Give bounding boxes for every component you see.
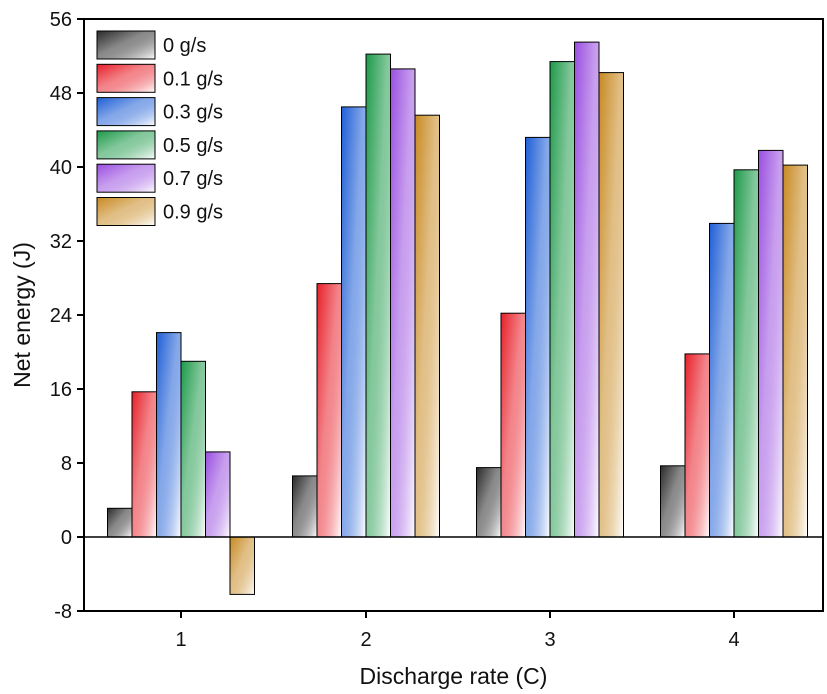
x-tick-label: 3 xyxy=(544,629,555,651)
x-tick-label: 4 xyxy=(728,629,739,651)
x-tick-label: 1 xyxy=(175,629,186,651)
bar-series-3-cat-3 xyxy=(733,169,759,538)
bars-layer xyxy=(107,41,808,595)
legend-label-1: 0.1 g/s xyxy=(163,68,223,90)
x-tick-label: 2 xyxy=(360,629,371,651)
y-axis-title: Net energy (J) xyxy=(9,242,35,388)
bar-series-3-cat-2 xyxy=(549,61,575,538)
bar-series-1-cat-2 xyxy=(500,312,526,538)
y-tick-label: -8 xyxy=(54,601,72,623)
y-tick-label: 8 xyxy=(61,453,72,475)
bar-series-0-cat-1 xyxy=(292,475,318,538)
y-tick-label: 56 xyxy=(50,9,72,31)
y-tick-label: 24 xyxy=(50,305,72,327)
bar-series-5-cat-0 xyxy=(229,536,255,595)
bar-series-2-cat-2 xyxy=(525,136,551,538)
bar-series-4-cat-3 xyxy=(758,149,784,538)
bar-series-2-cat-3 xyxy=(709,222,735,538)
legend-swatch-0 xyxy=(96,30,156,60)
bar-series-2-cat-0 xyxy=(156,332,182,538)
legend-label-5: 0.9 g/s xyxy=(163,202,223,224)
x-axis-title: Discharge rate (C) xyxy=(360,663,548,689)
bar-series-1-cat-1 xyxy=(316,283,342,538)
x-axis: 1 2 3 4 xyxy=(175,611,740,651)
y-tick-label: 32 xyxy=(50,231,72,253)
legend-swatch-5 xyxy=(96,197,156,226)
bar-series-5-cat-3 xyxy=(782,164,808,538)
legend-label-4: 0.7 g/s xyxy=(163,168,223,190)
bar-series-4-cat-0 xyxy=(205,451,231,538)
legend-label-0: 0 g/s xyxy=(163,35,206,57)
y-tick-label: 16 xyxy=(50,379,72,401)
y-tick-label: 48 xyxy=(50,83,72,105)
y-tick-label: 40 xyxy=(50,157,72,179)
bar-series-0-cat-2 xyxy=(476,467,502,538)
y-axis: -8 0 8 16 24 32 40 48 56 xyxy=(50,9,84,623)
bar-series-4-cat-2 xyxy=(574,41,600,538)
bar-series-5-cat-2 xyxy=(598,72,624,538)
bar-series-5-cat-1 xyxy=(414,114,440,538)
bar-series-1-cat-3 xyxy=(684,353,710,538)
legend-swatch-4 xyxy=(96,163,156,193)
bar-series-1-cat-0 xyxy=(131,391,157,538)
bar-series-3-cat-0 xyxy=(180,360,206,538)
bar-series-3-cat-1 xyxy=(365,53,391,538)
legend: 0 g/s 0.1 g/s 0.3 g/s 0.5 g/s 0.7 g/s 0.9 g/s xyxy=(96,30,223,226)
y-tick-label: 0 xyxy=(61,527,72,549)
legend-label-2: 0.3 g/s xyxy=(163,102,223,124)
legend-swatch-2 xyxy=(96,97,156,127)
bar-series-0-cat-0 xyxy=(107,507,133,538)
legend-label-3: 0.5 g/s xyxy=(163,135,223,157)
legend-swatch-3 xyxy=(96,130,156,160)
legend-swatch-1 xyxy=(96,63,156,93)
bar-series-4-cat-1 xyxy=(390,68,416,538)
bar-series-2-cat-1 xyxy=(341,106,367,538)
bar-series-0-cat-3 xyxy=(660,465,686,538)
